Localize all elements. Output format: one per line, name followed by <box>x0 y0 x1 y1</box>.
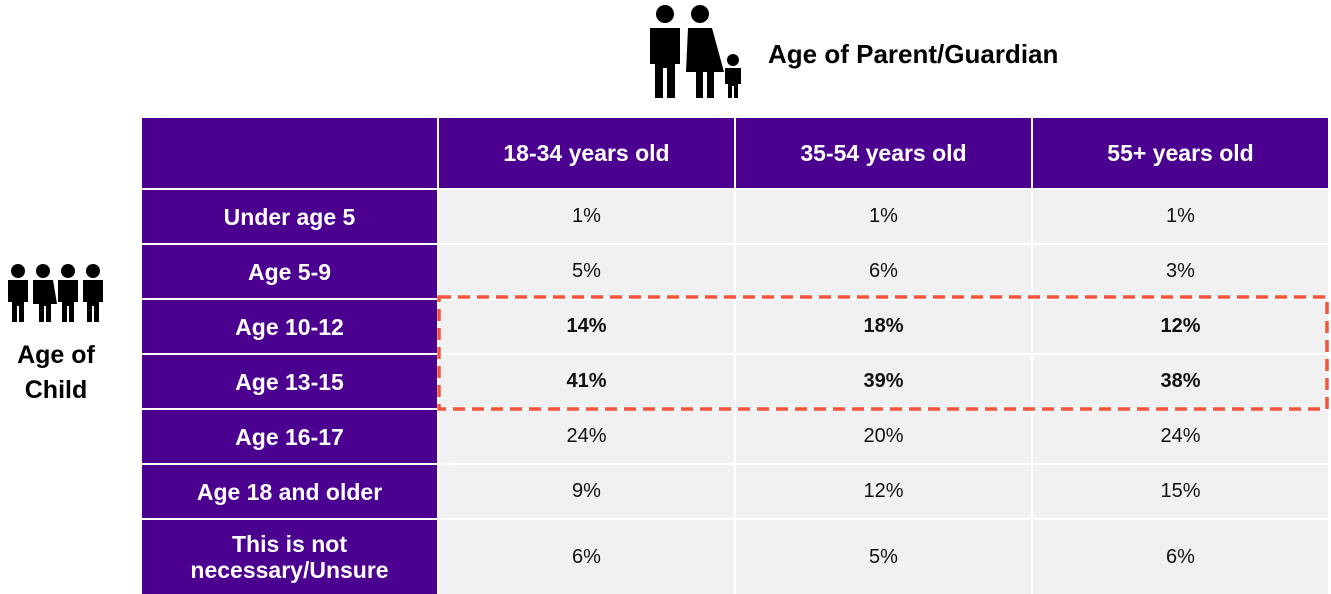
cell: 24% <box>439 410 734 463</box>
header-cell <box>142 118 437 188</box>
cell: 1% <box>439 190 734 243</box>
cell: 24% <box>1033 410 1328 463</box>
row-label: Age 16-17 <box>142 410 437 463</box>
cell: 20% <box>736 410 1031 463</box>
cell: 1% <box>1033 190 1328 243</box>
highlight-box <box>437 295 1329 411</box>
cell: 5% <box>736 520 1031 594</box>
row-label: Age 5-9 <box>142 245 437 298</box>
cell: 6% <box>1033 520 1328 594</box>
row-label: Age 10-12 <box>142 300 437 353</box>
cell: 1% <box>736 190 1031 243</box>
cell: 39% <box>736 355 1031 408</box>
cell: 18% <box>736 300 1031 353</box>
cell: 3% <box>1033 245 1328 298</box>
side-label: Age of Child <box>17 341 95 404</box>
row-label: Age 18 and older <box>142 465 437 518</box>
cell: 5% <box>439 245 734 298</box>
family-icon <box>650 5 741 98</box>
cell: 12% <box>736 465 1031 518</box>
cell: 41% <box>439 355 734 408</box>
column-header: 35-54 years old <box>736 118 1031 188</box>
cell: 6% <box>439 520 734 594</box>
row-label: Age 13-15 <box>142 355 437 408</box>
cell: 6% <box>736 245 1031 298</box>
row-label: This is not necessary/Unsure <box>142 520 437 594</box>
header-title: Age of Parent/Guardian <box>768 38 1059 69</box>
row-label: Under age 5 <box>142 190 437 243</box>
cell: 15% <box>1033 465 1328 518</box>
column-header: 55+ years old <box>1033 118 1328 188</box>
cell: 14% <box>439 300 734 353</box>
cell: 12% <box>1033 300 1328 353</box>
column-header: 18-34 years old <box>439 118 734 188</box>
cell: 9% <box>439 465 734 518</box>
cell: 38% <box>1033 355 1328 408</box>
children-icon <box>8 264 103 322</box>
